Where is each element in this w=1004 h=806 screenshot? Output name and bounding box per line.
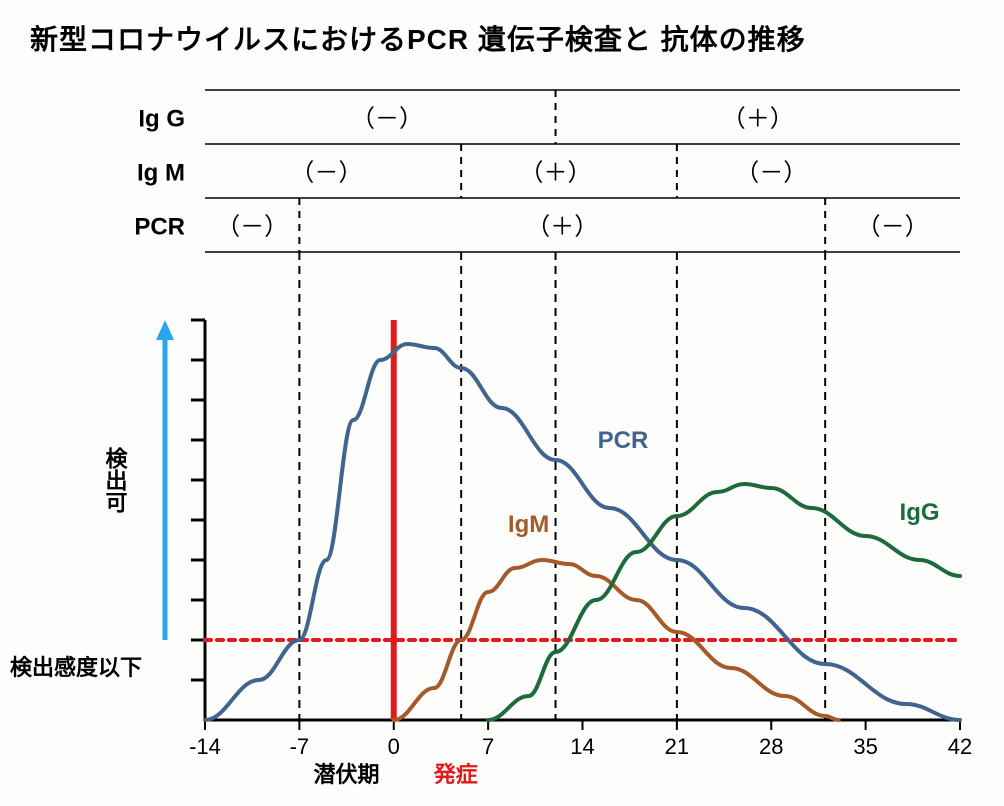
x-tick-label: 14 [570,734,594,759]
x-tick-label: 0 [388,734,400,759]
y-axis-label-detectable: 検出可 [103,447,128,514]
x-tick-label: 7 [482,734,494,759]
x-tick-label: -7 [290,734,310,759]
curve-PCR [205,344,960,720]
incubation-label: 潜伏期 [314,762,380,787]
x-tick-label: 35 [853,734,877,759]
onset-label: 発症 [433,762,478,787]
x-tick-label: 28 [759,734,783,759]
table-cell-value: （－） [216,214,288,241]
detect-arrow-head [156,320,174,340]
x-tick-label: -14 [189,734,221,759]
y-axis-label-below: 検出感度以下 [10,655,142,680]
table-cell-value: （－） [351,106,423,133]
table-cell-value: （－） [735,160,807,187]
curve-label-PCR: PCR [598,427,649,454]
diagram-container: Ig G （－） （＋） Ig M （－） （＋） （－） PCR （－） （＋） （－） -14 -7… [0,0,1004,806]
table-cell-value: （＋） [526,214,598,241]
table-row-label: Ig G [138,106,185,133]
table-cell-value: （＋） [520,160,592,187]
table-row-label: Ig M [137,160,185,187]
table-cell-value: （－） [290,160,362,187]
svg-text:検出可: 検出可 [103,447,128,514]
curve-label-IgM: IgM [508,511,549,538]
curve-IgG [488,484,960,720]
curve-label-IgG: IgG [900,499,940,526]
x-tick-label: 42 [948,734,972,759]
table-cell-value: （－） [857,214,929,241]
table-row-label: PCR [134,214,185,241]
chart-svg: Ig G （－） （＋） Ig M （－） （＋） （－） PCR （－） （＋） （－） -14 -7… [0,0,1004,806]
table-cell-value: （＋） [722,106,794,133]
x-tick-label: 21 [665,734,689,759]
